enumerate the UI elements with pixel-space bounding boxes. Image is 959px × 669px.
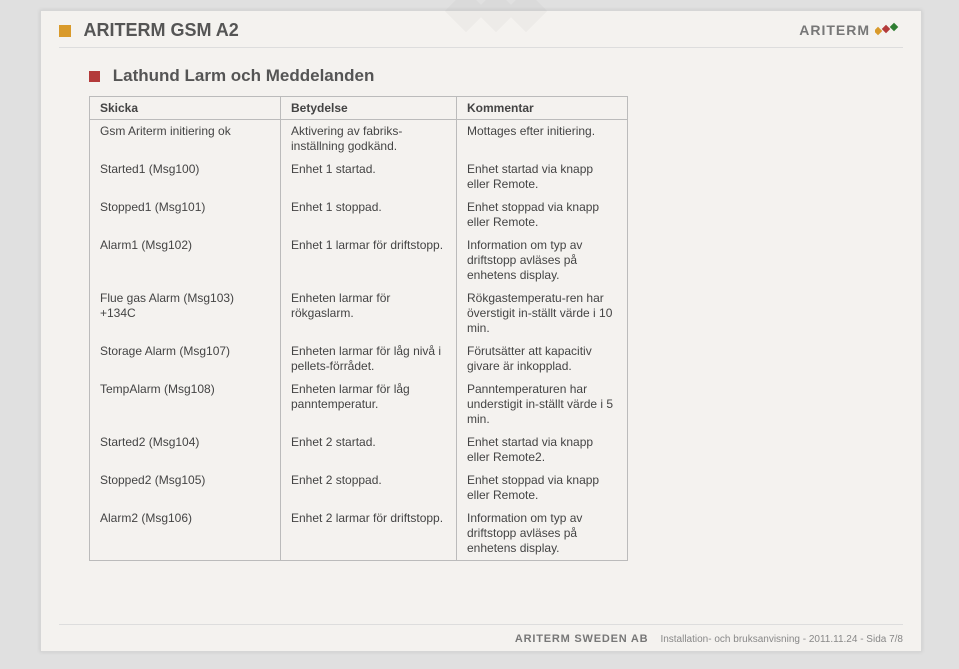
cell-kommentar: Information om typ av driftstopp avläses…	[457, 507, 628, 561]
cell-skicka: Flue gas Alarm (Msg103) +134C	[90, 287, 281, 340]
brand-text: ARITERM	[799, 22, 870, 38]
cell-betydelse: Enhet 1 larmar för driftstopp.	[281, 234, 457, 287]
cell-kommentar: Enhet stoppad via knapp eller Remote.	[457, 469, 628, 507]
cell-betydelse: Enheten larmar för rökgaslarm.	[281, 287, 457, 340]
bullet-icon	[89, 71, 100, 82]
cell-skicka: Alarm1 (Msg102)	[90, 234, 281, 287]
cell-skicka: Stopped1 (Msg101)	[90, 196, 281, 234]
table-row: TempAlarm (Msg108)Enheten larmar för låg…	[90, 378, 628, 431]
cell-betydelse: Enhet 2 larmar för driftstopp.	[281, 507, 457, 561]
table-row: Alarm2 (Msg106)Enhet 2 larmar för drifts…	[90, 507, 628, 561]
cell-skicka: Stopped2 (Msg105)	[90, 469, 281, 507]
cell-betydelse: Enheten larmar för låg nivå i pellets-fö…	[281, 340, 457, 378]
cell-betydelse: Enheten larmar för låg panntemperatur.	[281, 378, 457, 431]
brand-logo: ARITERM	[799, 22, 903, 38]
cell-betydelse: Enhet 2 startad.	[281, 431, 457, 469]
cell-skicka: Started2 (Msg104)	[90, 431, 281, 469]
col-header-betydelse: Betydelse	[281, 97, 457, 120]
bullet-icon	[59, 25, 71, 37]
table-row: Started2 (Msg104)Enhet 2 startad.Enhet s…	[90, 431, 628, 469]
col-header-skicka: Skicka	[90, 97, 281, 120]
cell-betydelse: Enhet 1 startad.	[281, 158, 457, 196]
cell-skicka: Storage Alarm (Msg107)	[90, 340, 281, 378]
cell-skicka: Started1 (Msg100)	[90, 158, 281, 196]
document-page: ARITERM GSM A2 ARITERM Lathund Larm och …	[40, 10, 922, 652]
message-table: Skicka Betydelse Kommentar Gsm Ariterm i…	[89, 96, 628, 561]
background-ornament	[391, 11, 641, 71]
table-row: Storage Alarm (Msg107)Enheten larmar för…	[90, 340, 628, 378]
cell-kommentar: Information om typ av driftstopp avläses…	[457, 234, 628, 287]
cell-kommentar: Förutsätter att kapacitiv givare är inko…	[457, 340, 628, 378]
footer-pageinfo: Installation- och bruksanvisning - 2011.…	[660, 634, 903, 645]
cell-kommentar: Panntemperaturen har understigit in-stäl…	[457, 378, 628, 431]
cell-betydelse: Enhet 1 stoppad.	[281, 196, 457, 234]
section-title-text: Lathund Larm och Meddelanden	[113, 66, 375, 85]
table-row: Started1 (Msg100)Enhet 1 startad.Enhet s…	[90, 158, 628, 196]
table-row: Flue gas Alarm (Msg103) +134CEnheten lar…	[90, 287, 628, 340]
cell-skicka: TempAlarm (Msg108)	[90, 378, 281, 431]
doc-title: ARITERM GSM A2	[83, 20, 238, 40]
footer-company: ARITERM SWEDEN AB	[515, 633, 649, 645]
table-row: Stopped1 (Msg101)Enhet 1 stoppad.Enhet s…	[90, 196, 628, 234]
col-header-kommentar: Kommentar	[457, 97, 628, 120]
table-row: Alarm1 (Msg102)Enhet 1 larmar för drifts…	[90, 234, 628, 287]
cell-kommentar: Enhet stoppad via knapp eller Remote.	[457, 196, 628, 234]
cell-betydelse: Enhet 2 stoppad.	[281, 469, 457, 507]
cell-betydelse: Aktivering av fabriks-inställning godkän…	[281, 120, 457, 159]
cell-kommentar: Enhet startad via knapp eller Remote.	[457, 158, 628, 196]
table-row: Stopped2 (Msg105)Enhet 2 stoppad.Enhet s…	[90, 469, 628, 507]
cell-skicka: Gsm Ariterm initiering ok	[90, 120, 281, 159]
page-footer: ARITERM SWEDEN AB Installation- och bruk…	[515, 633, 903, 645]
brand-mark-icon	[875, 22, 903, 38]
cell-kommentar: Enhet startad via knapp eller Remote2.	[457, 431, 628, 469]
cell-kommentar: Rökgastemperatu-ren har överstigit in-st…	[457, 287, 628, 340]
cell-kommentar: Mottages efter initiering.	[457, 120, 628, 159]
cell-skicka: Alarm2 (Msg106)	[90, 507, 281, 561]
table-row: Gsm Ariterm initiering okAktivering av f…	[90, 120, 628, 159]
